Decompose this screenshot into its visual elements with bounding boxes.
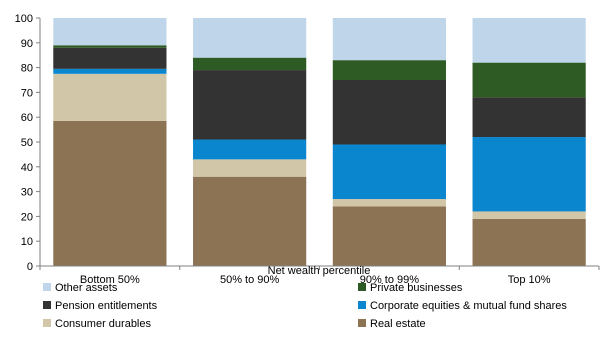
bar-segment-private-businesses — [193, 57, 307, 71]
y-tick-label: 60 — [21, 112, 33, 124]
legend-label-private-businesses: Private businesses — [370, 282, 463, 294]
legend-swatch-private-businesses — [358, 283, 366, 291]
legend-swatch-consumer-durables — [43, 319, 51, 327]
x-tick-label: 90% to 99% — [360, 274, 420, 286]
bar-segment-real-estate — [53, 120, 167, 266]
bar-segment-private-businesses — [332, 60, 446, 80]
legend-swatch-pension-entitlements — [43, 301, 51, 309]
bar-segment-consumer-durables — [472, 211, 586, 219]
bar-segment-private-businesses — [472, 62, 586, 98]
x-axis-title: Net wealth percentile — [268, 265, 371, 277]
y-tick-label: 40 — [21, 162, 33, 174]
y-tick-label: 20 — [21, 211, 33, 223]
bar-segment-corporate-equities-and-mutual-fund-shares — [332, 144, 446, 200]
bars-group — [53, 18, 586, 266]
bar-segment-consumer-durables — [53, 73, 167, 121]
legend-swatch-corporate-equities-and-mutual-fund-shares — [358, 301, 366, 309]
legend-label-pension-entitlements: Pension entitlements — [55, 300, 158, 312]
legend-swatch-real-estate — [358, 319, 366, 327]
bar-segment-other-assets — [193, 18, 307, 58]
bar-segment-consumer-durables — [193, 159, 307, 177]
x-tick-label: 50% to 90% — [220, 274, 280, 286]
x-axis: Bottom 50% 50% to 90% 90% to 99% Top 10% — [39, 265, 600, 286]
bar-segment-consumer-durables — [332, 199, 446, 207]
y-tick-label: 100 — [15, 13, 33, 25]
bar-segment-other-assets — [472, 18, 586, 63]
bar-segment-real-estate — [332, 206, 446, 266]
y-axis: 0 10 20 30 40 50 60 70 80 90 100 — [15, 13, 41, 273]
bar-segment-pension-entitlements — [53, 47, 167, 69]
bar-segment-pension-entitlements — [193, 70, 307, 140]
legend-label-corporate-equities-and-mutual-fund-shares: Corporate equities & mutual fund shares — [370, 300, 567, 312]
y-tick-label: 80 — [21, 63, 33, 75]
y-tick-label: 50 — [21, 137, 33, 149]
y-tick-label: 0 — [27, 261, 33, 273]
bar-segment-pension-entitlements — [332, 80, 446, 145]
legend-swatch-other-assets — [43, 283, 51, 291]
bar-segment-private-businesses — [53, 45, 167, 48]
y-tick-label: 90 — [21, 38, 33, 50]
bar-segment-corporate-equities-and-mutual-fund-shares — [193, 139, 307, 160]
legend: Other assets Private businesses Pension en… — [43, 282, 567, 330]
bar-segment-pension-entitlements — [472, 97, 586, 138]
y-tick-label: 70 — [21, 87, 33, 99]
y-tick-label: 30 — [21, 187, 33, 199]
legend-label-real-estate: Real estate — [370, 318, 426, 330]
y-tick-label: 10 — [21, 236, 33, 248]
bar-segment-other-assets — [53, 18, 167, 46]
legend-label-consumer-durables: Consumer durables — [55, 318, 151, 330]
x-tick-label: Bottom 50% — [80, 274, 140, 286]
bar-segment-other-assets — [332, 18, 446, 61]
bar-segment-corporate-equities-and-mutual-fund-shares — [53, 68, 167, 74]
bar-segment-corporate-equities-and-mutual-fund-shares — [472, 137, 586, 212]
bar-segment-real-estate — [472, 218, 586, 266]
legend-label-other-assets: Other assets — [55, 282, 118, 294]
x-tick-label: Top 10% — [508, 274, 551, 286]
bar-segment-real-estate — [193, 176, 307, 266]
